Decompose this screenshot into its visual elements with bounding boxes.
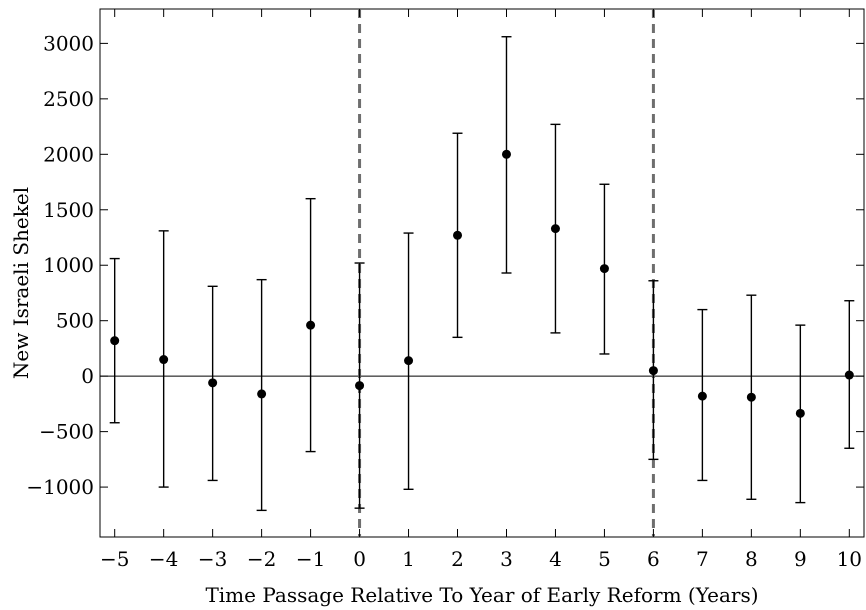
x-tick-label: 4	[549, 547, 562, 571]
x-tick-label: 2	[451, 547, 464, 571]
x-tick-label: 3	[500, 547, 513, 571]
data-point	[355, 381, 365, 391]
x-tick-label: 8	[745, 547, 758, 571]
reference-lines	[100, 9, 864, 537]
data-point	[159, 355, 169, 365]
data-point	[550, 224, 560, 234]
y-tick-label: 3000	[43, 31, 94, 55]
y-tick-label: 500	[56, 309, 94, 333]
y-tick-label: −500	[39, 420, 94, 444]
x-tick-label: −3	[198, 547, 227, 571]
data-point	[257, 389, 267, 399]
data-point	[110, 336, 120, 346]
x-tick-label: 7	[696, 547, 709, 571]
x-tick-label: 5	[598, 547, 611, 571]
y-tick-label: 1500	[43, 198, 94, 222]
data-marks	[109, 36, 855, 512]
y-tick-label: 1000	[43, 253, 94, 277]
data-point	[404, 356, 414, 366]
x-tick-label: 9	[794, 547, 807, 571]
x-tick-label: −4	[149, 547, 178, 571]
data-point	[844, 370, 854, 380]
data-point	[501, 149, 511, 159]
x-tick-label: 1	[402, 547, 415, 571]
x-tick-label: −1	[296, 547, 325, 571]
data-point	[795, 408, 805, 418]
data-point	[208, 378, 218, 388]
y-tick-label: 2500	[43, 87, 94, 111]
x-axis-label: Time Passage Relative To Year of Early R…	[205, 583, 758, 607]
x-tick-label: 10	[837, 547, 862, 571]
plot-area	[99, 8, 865, 538]
data-point	[306, 320, 316, 330]
data-point	[746, 392, 756, 402]
x-tick-label: −2	[247, 547, 276, 571]
data-point	[697, 391, 707, 401]
x-tick-label: 0	[353, 547, 366, 571]
y-tick-label: 2000	[43, 142, 94, 166]
y-tick-label: 0	[81, 364, 94, 388]
x-tick-label: −5	[100, 547, 129, 571]
plot-frame	[99, 8, 865, 538]
data-point	[599, 264, 609, 274]
y-axis-label: New Israeli Shekel	[9, 187, 33, 379]
y-tick-label: −1000	[26, 475, 94, 499]
data-point	[648, 366, 658, 376]
axis-ticks: −5 −4 −3 −2 −1 0 1 2 3 4 5 6 7 8 9 10 −1000 −500 0 500 1000 1…	[26, 9, 864, 571]
x-tick-label: 6	[647, 547, 660, 571]
data-point	[453, 230, 463, 240]
